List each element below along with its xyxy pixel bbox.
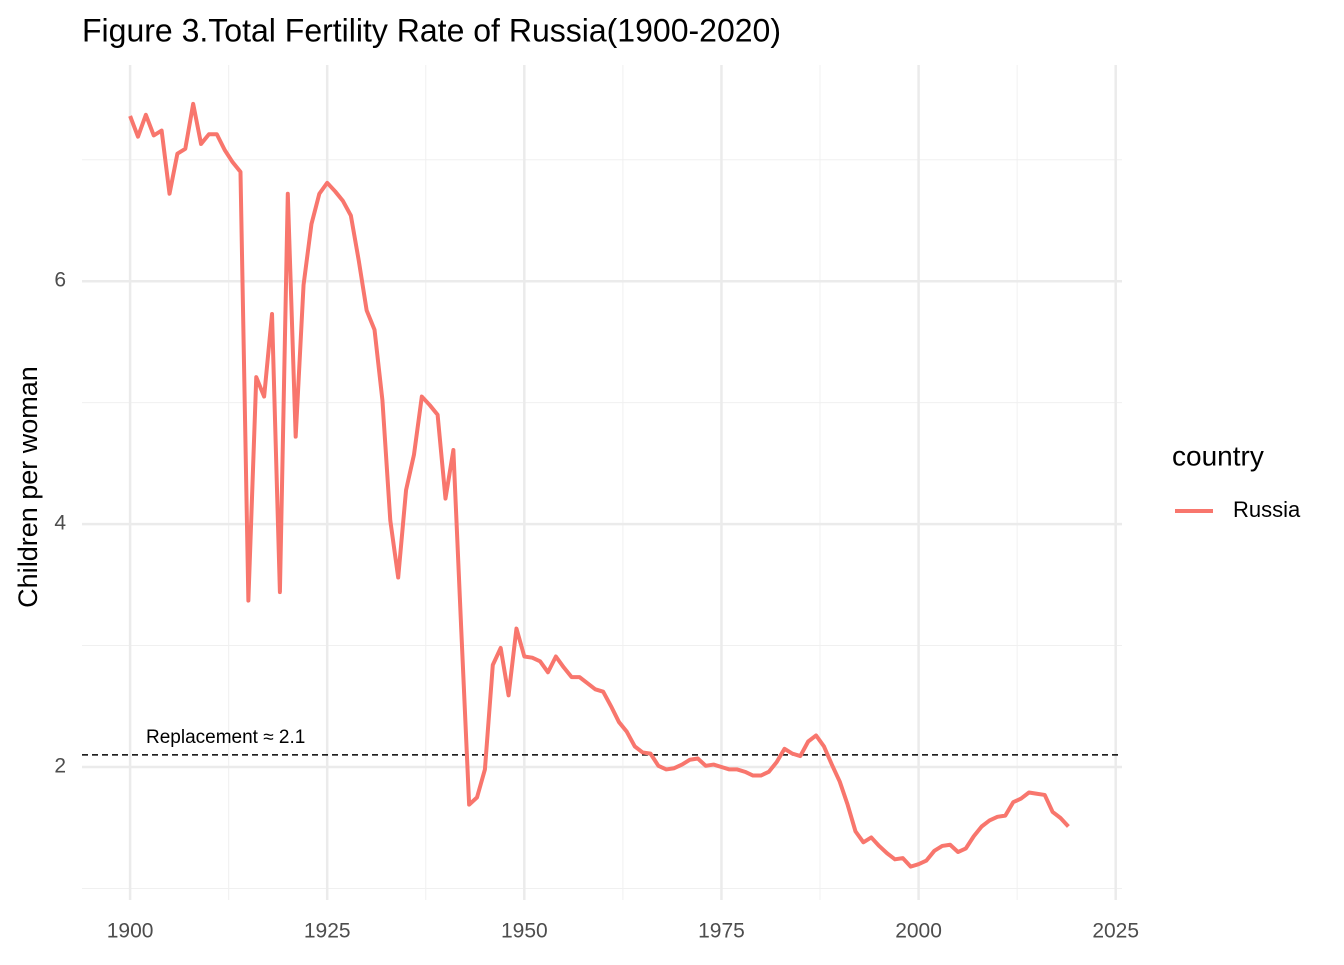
chart-title: Figure 3.Total Fertility Rate of Russia(… (82, 12, 781, 48)
legend-title: country (1172, 440, 1264, 471)
y-axis-label: Children per woman (13, 366, 43, 608)
data-line (128, 101, 1070, 869)
x-tick-label: 1900 (107, 920, 154, 943)
y-tick-label: 6 (54, 269, 66, 292)
x-tick-label: 1925 (304, 920, 351, 943)
reference-label: Replacement ≈ 2.1 (146, 727, 305, 748)
y-tick-label: 2 (54, 755, 66, 778)
y-tick-label: 4 (54, 512, 66, 535)
x-tick-label: 1975 (698, 920, 745, 943)
x-tick-label: 1950 (501, 920, 548, 943)
x-tick-label: 2000 (895, 920, 942, 943)
x-tick-label: 2025 (1092, 920, 1139, 943)
legend-label: Russia (1233, 497, 1301, 522)
